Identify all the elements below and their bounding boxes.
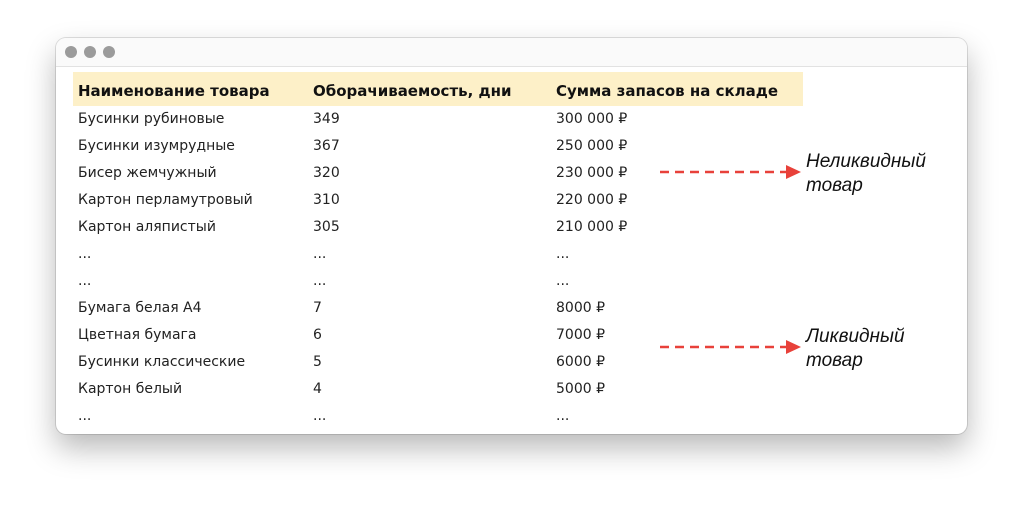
annotation-line: товар	[806, 175, 863, 196]
table-cell: Бусинки рубиновые	[78, 111, 225, 127]
table-cell: Бусинки классические	[78, 354, 246, 370]
table-cell: 4	[313, 381, 322, 397]
table-cell: ...	[78, 408, 92, 424]
table-cell: Бисер жемчужный	[78, 165, 217, 181]
table-cell: ...	[556, 408, 570, 424]
table-cell: 6	[313, 327, 322, 343]
table-cell: 5000 ₽	[556, 381, 605, 397]
table-cell: 300 000 ₽	[556, 111, 628, 127]
table-cell: 210 000 ₽	[556, 219, 628, 235]
table-cell: 7	[313, 300, 322, 316]
table-cell: Картон аляпистый	[78, 219, 216, 235]
window: Наименование товара Оборачиваемость, дни С…	[56, 38, 967, 434]
table-cell: 7000 ₽	[556, 327, 605, 343]
table-cell: 220 000 ₽	[556, 192, 628, 208]
annotation-line: товар	[806, 350, 863, 371]
table-cell: Цветная бумага	[78, 327, 197, 343]
table-cell: ...	[556, 246, 570, 262]
table-cell: ...	[313, 246, 327, 262]
minimize-button[interactable]	[84, 46, 96, 58]
table-cell: Бусинки изумрудные	[78, 138, 235, 154]
table-cell: 310	[313, 192, 340, 208]
table-cell: ...	[556, 273, 570, 289]
table-cell: ...	[78, 246, 92, 262]
table-cell: Картон перламутровый	[78, 192, 253, 208]
table-cell: 305	[313, 219, 340, 235]
table-cell: 8000 ₽	[556, 300, 605, 316]
table-header	[73, 72, 803, 106]
annotation-illiquid: Неликвидный товар	[806, 150, 926, 198]
table-cell: 5	[313, 354, 322, 370]
table-cell: 320	[313, 165, 340, 181]
annotation-line: Неликвидный	[806, 151, 926, 172]
title-bar	[56, 38, 967, 67]
maximize-button[interactable]	[103, 46, 115, 58]
table-cell: ...	[313, 408, 327, 424]
arrow-illiquid-icon	[660, 165, 801, 179]
column-header: Оборачиваемость, дни	[313, 82, 512, 100]
close-button[interactable]	[65, 46, 77, 58]
column-header: Сумма запасов на складе	[556, 82, 779, 100]
table-cell: ...	[313, 273, 327, 289]
column-header: Наименование товара	[78, 82, 270, 100]
table-cell: 230 000 ₽	[556, 165, 628, 181]
table-cell: 6000 ₽	[556, 354, 605, 370]
arrow-liquid-icon	[660, 340, 801, 354]
annotation-liquid: Ликвидный товар	[806, 325, 905, 373]
table-cell: 349	[313, 111, 340, 127]
table-cell: Бумага белая А4	[78, 300, 202, 316]
annotation-line: Ликвидный	[806, 326, 905, 347]
table-cell: 367	[313, 138, 340, 154]
table-cell: ...	[78, 273, 92, 289]
table-cell: Картон белый	[78, 381, 183, 397]
table-cell: 250 000 ₽	[556, 138, 628, 154]
